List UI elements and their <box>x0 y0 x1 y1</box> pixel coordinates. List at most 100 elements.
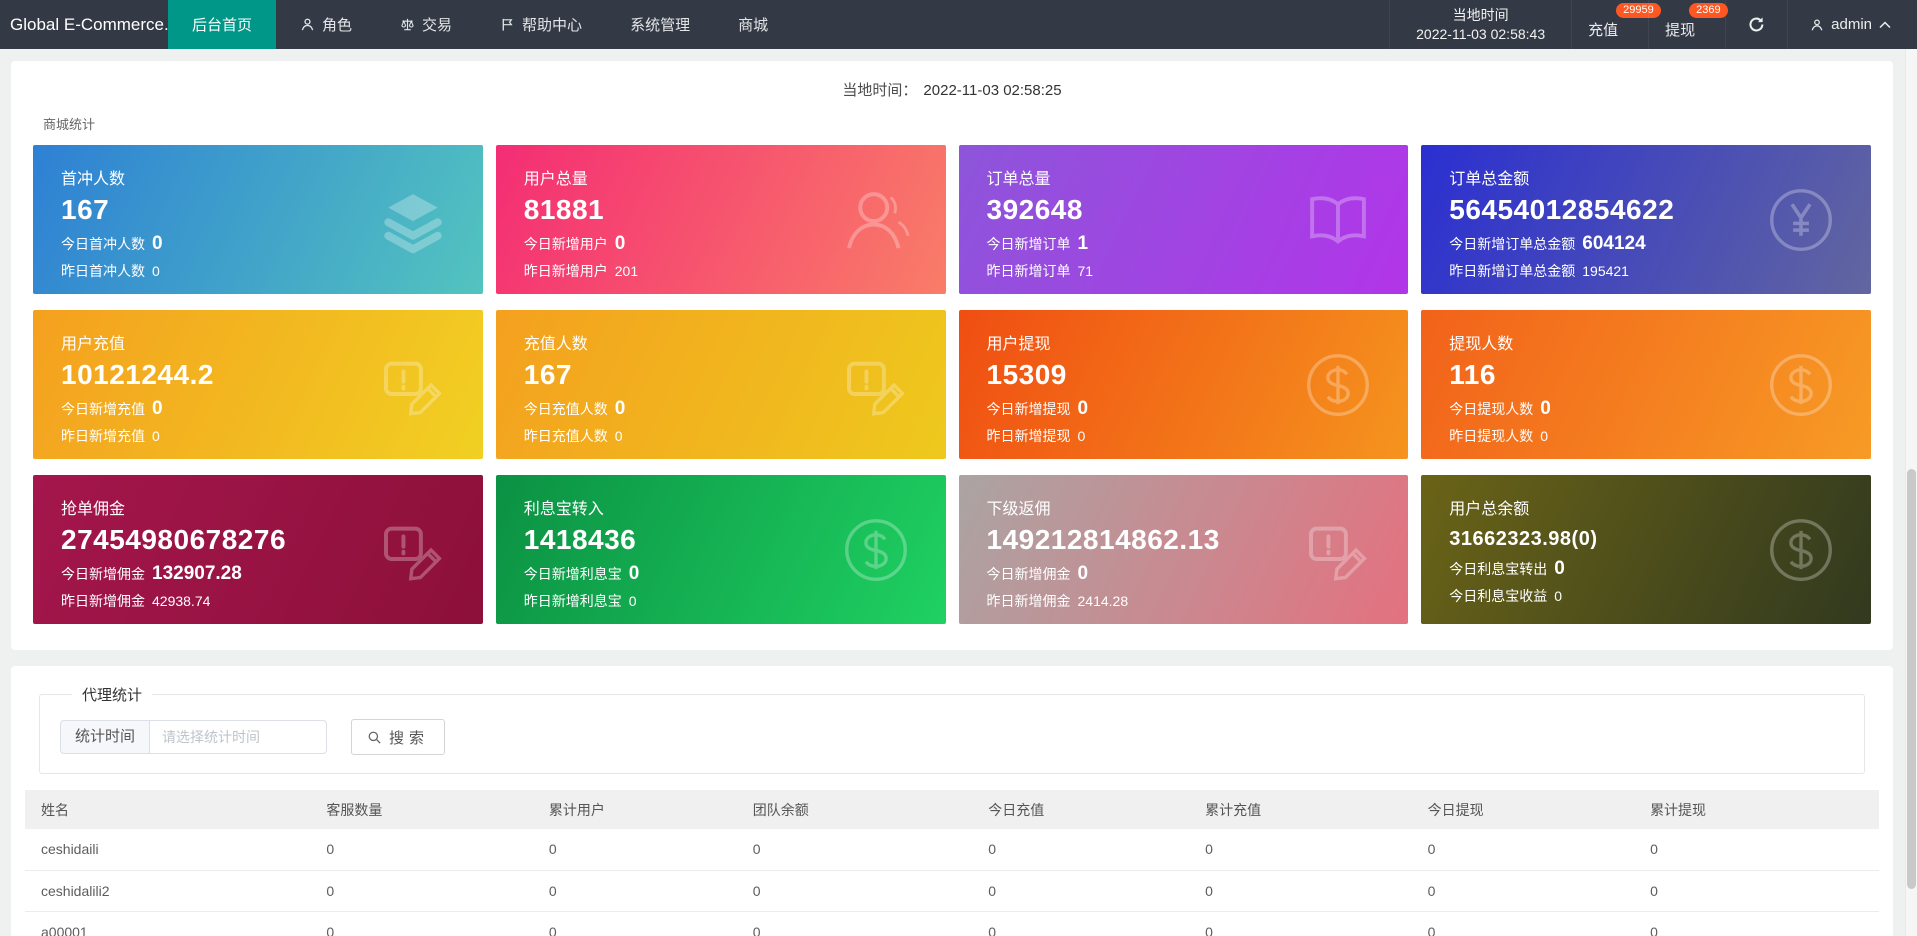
main-nav: 后台首页 角色 交易 帮助中心 系统管理 商城 <box>168 0 792 49</box>
stat-card-yesterday-line: 昨日新增订单 71 <box>986 263 1094 279</box>
stat-card-title: 订单总金额 <box>1449 171 1530 188</box>
search-button[interactable]: 搜索 <box>351 719 446 755</box>
nav-item-mall[interactable]: 商城 <box>714 0 792 49</box>
nav-item-label: 商城 <box>738 17 769 34</box>
flag-icon <box>502 18 513 32</box>
stat-card-today-line: 今日新增利息宝 0 <box>523 563 640 584</box>
edit-note-icon <box>1302 514 1374 586</box>
stat-card-yesterday-line: 昨日新增订单总金额 195421 <box>1449 263 1629 279</box>
stat-card-today-line: 今日新增充值 0 <box>61 398 163 419</box>
table-header-row: 姓名 客服数量 累计用户 团队余额 今日充值 累计充值 今日提现 累计提现 <box>25 790 1879 829</box>
table-header-cell: 累计提现 <box>1636 790 1879 829</box>
stat-card-today-line: 今日新增佣金 132907.28 <box>61 563 242 584</box>
table-cell: 0 <box>1191 870 1414 912</box>
table-header-cell: 姓名 <box>25 790 313 829</box>
stat-card-yesterday-line: 昨日新增佣金 42938.74 <box>61 593 211 609</box>
nav-item-transactions[interactable]: 交易 <box>376 0 476 49</box>
stat-card-total-users: 用户总量 81881 今日新增用户 0 昨日新增用户 201 <box>495 145 946 294</box>
top-navbar: Global E-Commerce... 后台首页 角色 交易 帮助中心 系统管… <box>0 0 1917 49</box>
stat-card-yesterday-line: 昨日新增利息宝 0 <box>523 593 637 609</box>
table-cell: 0 <box>738 911 975 936</box>
stat-card-withdraw-count: 提现人数 116 今日提现人数 0 昨日提现人数 0 <box>1421 310 1871 459</box>
recharge-badge: 29959 <box>1616 3 1661 18</box>
panel-time-value: 2022-11-03 02:58:25 <box>923 82 1062 99</box>
nav-item-label: 帮助中心 <box>522 17 583 34</box>
table-cell: a00001 <box>25 911 313 936</box>
dollar-circle-icon <box>840 514 912 586</box>
stat-card-title: 订单总量 <box>986 171 1051 188</box>
agent-stats-panel: 代理统计 统计时间 搜索 姓名 <box>11 666 1893 936</box>
panel-time-label: 当地时间： <box>842 82 918 99</box>
stat-card-interest-transfer-in: 利息宝转入 1418436 今日新增利息宝 0 昨日新增利息宝 0 <box>495 475 946 624</box>
table-header-cell: 今日充值 <box>974 790 1192 829</box>
stat-card-value: 149212814862.13 <box>986 524 1220 555</box>
refresh-icon <box>1749 16 1764 32</box>
stat-time-label: 统计时间 <box>60 720 150 754</box>
table-header-cell: 今日提现 <box>1413 790 1637 829</box>
stat-card-value: 15309 <box>986 359 1067 390</box>
table-row: ceshidaili 0 0 0 0 0 0 0 <box>25 829 1879 871</box>
nav-item-label: 后台首页 <box>192 17 253 34</box>
stat-card-title: 充值人数 <box>523 336 588 353</box>
stat-card-total-order-amount: 订单总金额 56454012854622 今日新增订单总金额 604124 昨日新… <box>1421 145 1871 294</box>
local-time: 当地时间 2022-11-03 02:58:43 <box>1389 0 1571 49</box>
table-row: a00001 0 0 0 0 0 0 0 <box>25 911 1879 936</box>
stat-time-input[interactable] <box>149 720 328 754</box>
page-scrollbar[interactable] <box>1905 49 1917 936</box>
stat-card-today-line: 今日充值人数 0 <box>523 398 626 419</box>
scrollbar-thumb[interactable] <box>1907 469 1916 889</box>
section-title: 商城统计 <box>43 117 96 132</box>
stat-card-value: 116 <box>1449 359 1496 390</box>
stat-card-today-line: 今日利息宝转出 0 <box>1449 558 1565 579</box>
dollar-circle-icon <box>1765 349 1837 421</box>
stat-card-yesterday-line: 昨日首冲人数 0 <box>61 263 160 279</box>
table-cell: 0 <box>738 829 975 871</box>
table-cell: 0 <box>974 870 1192 912</box>
dollar-circle-icon <box>1302 349 1374 421</box>
stat-card-order-commission: 抢单佣金 27454980678276 今日新增佣金 132907.28 昨日新增… <box>33 475 483 624</box>
nav-item-label: 交易 <box>422 17 453 34</box>
stat-card-yesterday-line: 昨日充值人数 0 <box>523 428 623 444</box>
agent-table: 姓名 客服数量 累计用户 团队余额 今日充值 累计充值 今日提现 累计提现 ce… <box>25 790 1879 936</box>
stat-card-yesterday-line: 昨日提现人数 0 <box>1449 428 1549 444</box>
table-cell: 0 <box>1636 870 1879 912</box>
stat-card-user-total-balance: 用户总余额 31662323.98(0) 今日利息宝转出 0 今日利息宝收益 0 <box>1421 475 1871 624</box>
agent-stats-title: 代理统计 <box>82 687 143 704</box>
search-icon <box>368 731 381 744</box>
stat-card-title: 首冲人数 <box>61 171 126 188</box>
table-header-cell: 累计用户 <box>534 790 739 829</box>
table-cell: ceshidalili2 <box>25 870 313 912</box>
table-cell: 0 <box>1636 911 1879 936</box>
nav-item-roles[interactable]: 角色 <box>276 0 376 49</box>
table-cell: 0 <box>534 829 739 871</box>
table-cell: 0 <box>534 911 739 936</box>
stat-card-today-line: 今日新增用户 0 <box>523 233 626 254</box>
stat-card-total-orders: 订单总量 392648 今日新增订单 1 昨日新增订单 71 <box>958 145 1409 294</box>
stat-card-user-withdraw: 用户提现 15309 今日新增提现 0 昨日新增提现 0 <box>958 310 1409 459</box>
nav-item-home[interactable]: 后台首页 <box>168 0 277 49</box>
stat-card-value: 10121244.2 <box>61 359 214 390</box>
table-cell: 0 <box>1413 870 1637 912</box>
stat-card-title: 抢单佣金 <box>61 501 126 518</box>
stat-card-today-line: 今日新增提现 0 <box>986 398 1089 419</box>
table-row: ceshidalili2 0 0 0 0 0 0 0 <box>25 870 1879 912</box>
recharge-link[interactable]: 29959 充值 <box>1571 0 1661 49</box>
refresh-button[interactable] <box>1725 0 1787 49</box>
stat-card-user-recharge: 用户充值 10121244.2 今日新增充值 0 昨日新增充值 0 <box>33 310 483 459</box>
local-time-value: 2022-11-03 02:58:43 <box>1416 25 1546 42</box>
stat-card-title: 用户充值 <box>61 336 126 353</box>
table-header-cell: 累计充值 <box>1191 790 1414 829</box>
stat-card-today-line: 今日新增订单总金额 604124 <box>1449 233 1646 254</box>
withdraw-label: 提现 <box>1665 22 1696 39</box>
table-cell: ceshidaili <box>25 829 313 871</box>
table-header-cell: 团队余额 <box>738 790 975 829</box>
withdraw-link[interactable]: 2369 提现 <box>1648 0 1728 49</box>
nav-item-help-center[interactable]: 帮助中心 <box>476 0 606 49</box>
table-cell: 0 <box>534 870 739 912</box>
nav-item-system-management[interactable]: 系统管理 <box>606 0 714 49</box>
table-cell: 0 <box>974 829 1192 871</box>
stat-card-title: 提现人数 <box>1449 336 1514 353</box>
stat-card-sub-rebate: 下级返佣 149212814862.13 今日新增佣金 0 昨日新增佣金 2414.… <box>958 475 1409 624</box>
scale-icon <box>401 18 414 31</box>
user-menu[interactable]: admin <box>1787 0 1917 49</box>
